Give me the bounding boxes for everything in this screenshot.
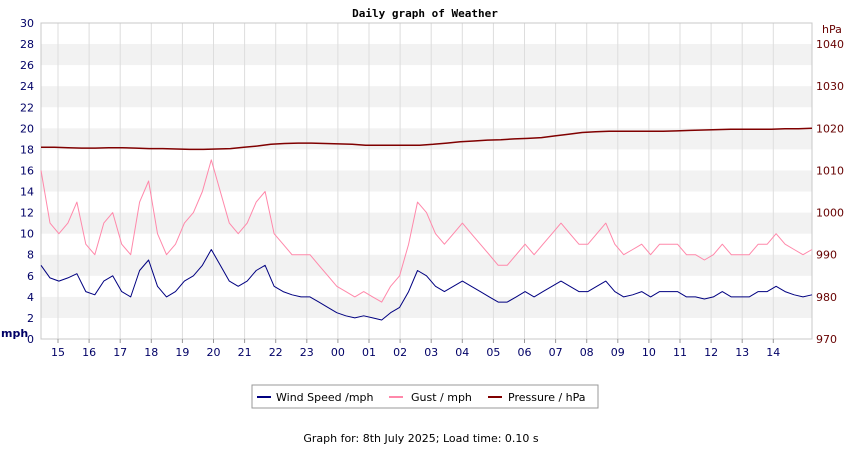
x-tick-label: 22: [269, 346, 283, 359]
legend-label-pressure: Pressure / hPa: [508, 391, 586, 404]
series-layer: [40, 127, 813, 321]
x-tick-label: 06: [518, 346, 532, 359]
wind-speed-line: [40, 249, 813, 321]
left-tick-label: 2: [27, 312, 34, 325]
left-tick-label: 22: [20, 101, 34, 114]
left-tick-label: 8: [27, 249, 34, 262]
left-tick-label: 0: [27, 333, 34, 346]
footer-text: Graph for: 8th July 2025; Load time: 0.1…: [303, 432, 539, 445]
legend-box: [251, 384, 599, 409]
grid-band: [41, 128, 812, 150]
left-axis-unit: mph: [1, 327, 28, 340]
left-tick-label: 4: [27, 291, 34, 304]
right-tick-label: 1030: [816, 80, 844, 93]
left-tick-label: 30: [20, 17, 34, 30]
plot-area: [40, 22, 813, 340]
x-tick-label: 18: [144, 346, 158, 359]
x-tick-label: 09: [611, 346, 625, 359]
x-tick-label: 05: [486, 346, 500, 359]
grid-band: [41, 254, 812, 276]
plot-background: [41, 23, 812, 339]
right-axis: 970 980 990 1000 1010 1020 1030 1040: [816, 38, 844, 346]
x-tick-label: 08: [580, 346, 594, 359]
right-tick-label: 1000: [816, 207, 844, 220]
x-tick-label: 02: [393, 346, 407, 359]
x-tick-label: 07: [549, 346, 563, 359]
grid-band: [41, 44, 812, 66]
left-tick-label: 14: [20, 186, 34, 199]
x-tick-label: 14: [766, 346, 780, 359]
x-tick-label: 03: [424, 346, 438, 359]
legend-label-gust: Gust / mph: [411, 391, 472, 404]
left-tick-label: 18: [20, 143, 34, 156]
left-tick-label: 24: [20, 80, 34, 93]
left-tick-label: 20: [20, 122, 34, 135]
grid-band: [41, 170, 812, 192]
right-tick-label: 1010: [816, 164, 844, 177]
legend: Wind Speed /mph Gust / mph Pressure / hP…: [251, 384, 599, 409]
chart-title: Daily graph of Weather: [352, 7, 498, 20]
right-axis-unit: hPa: [822, 23, 842, 36]
x-tick-label: 16: [82, 346, 96, 359]
right-tick-label: 980: [816, 291, 837, 304]
x-tick-label: 11: [673, 346, 687, 359]
pressure-line: [41, 127, 813, 151]
x-tick-label: 13: [735, 346, 749, 359]
right-tick-label: 990: [816, 249, 837, 262]
left-tick-label: 26: [20, 59, 34, 72]
x-tick-label: 01: [362, 346, 376, 359]
legend-label-wind-speed: Wind Speed /mph: [276, 391, 374, 404]
grid-band: [41, 86, 812, 108]
left-tick-label: 12: [20, 207, 34, 220]
x-tick-label: 21: [238, 346, 252, 359]
x-tick-label: 20: [207, 346, 221, 359]
x-tick-label: 17: [113, 346, 127, 359]
right-tick-label: 1040: [816, 38, 844, 51]
x-tick-label: 10: [642, 346, 656, 359]
right-tick-label: 970: [816, 333, 837, 346]
left-tick-label: 16: [20, 164, 34, 177]
right-tick-label: 1020: [816, 122, 844, 135]
x-tick-label: 23: [300, 346, 314, 359]
x-tick-label: 04: [455, 346, 469, 359]
left-tick-label: 10: [20, 228, 34, 241]
x-axis: 15 16 17 18 19 20 21 22 23 00 01 02 03 04 05 06 07 08 09 10…: [51, 339, 780, 359]
x-tick-label: 12: [704, 346, 718, 359]
vertical-gridlines: [57, 23, 774, 339]
x-tick-label: 15: [51, 346, 65, 359]
grid-band: [41, 296, 812, 318]
x-tick-label: 19: [175, 346, 189, 359]
left-tick-label: 6: [27, 270, 34, 283]
gust-line: [40, 159, 813, 303]
x-tick-label: 00: [331, 346, 345, 359]
left-tick-label: 28: [20, 38, 34, 51]
